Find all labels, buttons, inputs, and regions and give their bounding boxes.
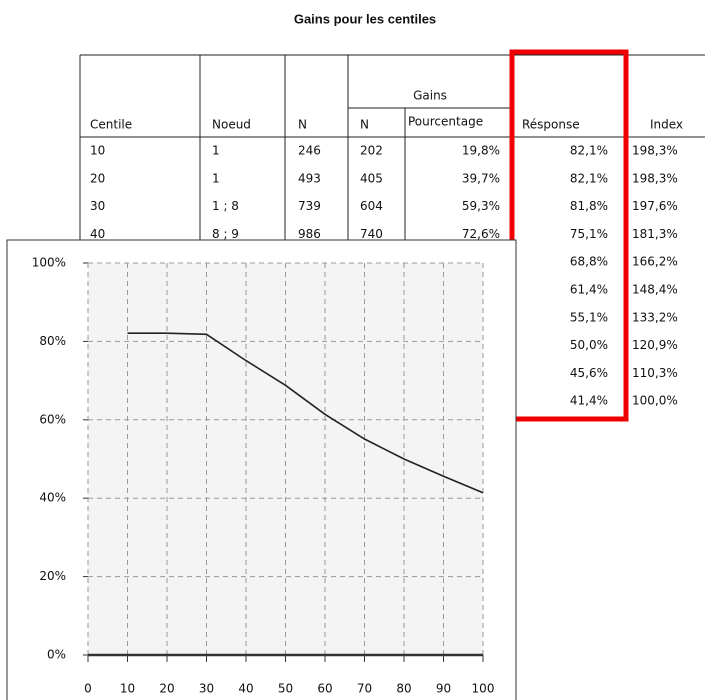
table-cell: 133,2% [632, 310, 678, 324]
table-cell: 166,2% [632, 255, 678, 269]
table: Gains Centile Noeud N N Pourcentage Résponse I… [79, 54, 705, 420]
table-cell: 61,4% [570, 283, 608, 297]
x-tick-label: 50 [278, 682, 293, 696]
table-cell: 68,8% [570, 255, 608, 269]
table-title: Gains pour les centiles [294, 11, 436, 26]
table-cell: 110,3% [632, 366, 678, 380]
table-cell: 30 [90, 199, 105, 213]
table-cell: 82,1% [570, 144, 608, 158]
x-tick-label: 90 [436, 682, 451, 696]
table-cell: 8 ; 9 [212, 227, 239, 241]
table-cell: 40 [90, 227, 105, 241]
table-cell: 181,3% [632, 227, 678, 241]
x-tick-label: 100 [472, 682, 495, 696]
table-cell: 202 [360, 144, 383, 158]
column-header: Index [650, 118, 683, 132]
table-cell: 72,6% [462, 227, 500, 241]
y-tick-label: 60% [39, 412, 66, 426]
column-header: Noeud [212, 118, 251, 132]
table-cell: 986 [298, 227, 321, 241]
x-tick-label: 20 [159, 682, 174, 696]
table-cell: 81,8% [570, 199, 608, 213]
table-cell: 19,8% [462, 144, 500, 158]
table-cell: 10 [90, 144, 105, 158]
table-cell: 120,9% [632, 338, 678, 352]
column-header: Centile [90, 118, 132, 132]
x-tick-label: 70 [357, 682, 372, 696]
column-header: Pourcentage [408, 115, 483, 129]
table-cell: 55,1% [570, 310, 608, 324]
table-cell: 604 [360, 199, 383, 213]
x-tick-label: 10 [120, 682, 135, 696]
table-cell: 1 [212, 171, 220, 185]
table-cell: 41,4% [570, 394, 608, 408]
column-header: N [360, 118, 369, 132]
y-tick-label: 0% [47, 648, 66, 662]
table-cell: 198,3% [632, 171, 678, 185]
table-cell: 1 [212, 144, 220, 158]
table-cell: 740 [360, 227, 383, 241]
table-cell: 148,4% [632, 283, 678, 297]
y-tick-label: 80% [39, 334, 66, 348]
table-cell: 59,3% [462, 199, 500, 213]
table-cell: 82,1% [570, 171, 608, 185]
table-cell: 39,7% [462, 171, 500, 185]
x-tick-label: 30 [199, 682, 214, 696]
x-tick-label: 60 [317, 682, 332, 696]
y-tick-label: 20% [39, 569, 66, 583]
group-header: Gains [413, 89, 447, 103]
table-cell: 50,0% [570, 338, 608, 352]
column-header: Résponse [522, 118, 580, 132]
x-tick-label: 0 [84, 682, 92, 696]
table-cell: 20 [90, 171, 105, 185]
table-cell: 493 [298, 171, 321, 185]
table-cell: 45,6% [570, 366, 608, 380]
table-cell: 246 [298, 144, 321, 158]
line [127, 332, 484, 494]
column-header: N [298, 118, 307, 132]
y-tick-label: 40% [39, 491, 66, 505]
table-cell: 198,3% [632, 144, 678, 158]
table-cell: 100,0% [632, 394, 678, 408]
x-tick-label: 40 [238, 682, 253, 696]
table-cell: 1 ; 8 [212, 199, 239, 213]
table-cell: 739 [298, 199, 321, 213]
table-cell: 405 [360, 171, 383, 185]
table-cell: 75,1% [570, 227, 608, 241]
highlight-box [509, 49, 629, 422]
x-tick-label: 80 [396, 682, 411, 696]
table-cell: 197,6% [632, 199, 678, 213]
y-tick-label: 100% [32, 256, 66, 270]
